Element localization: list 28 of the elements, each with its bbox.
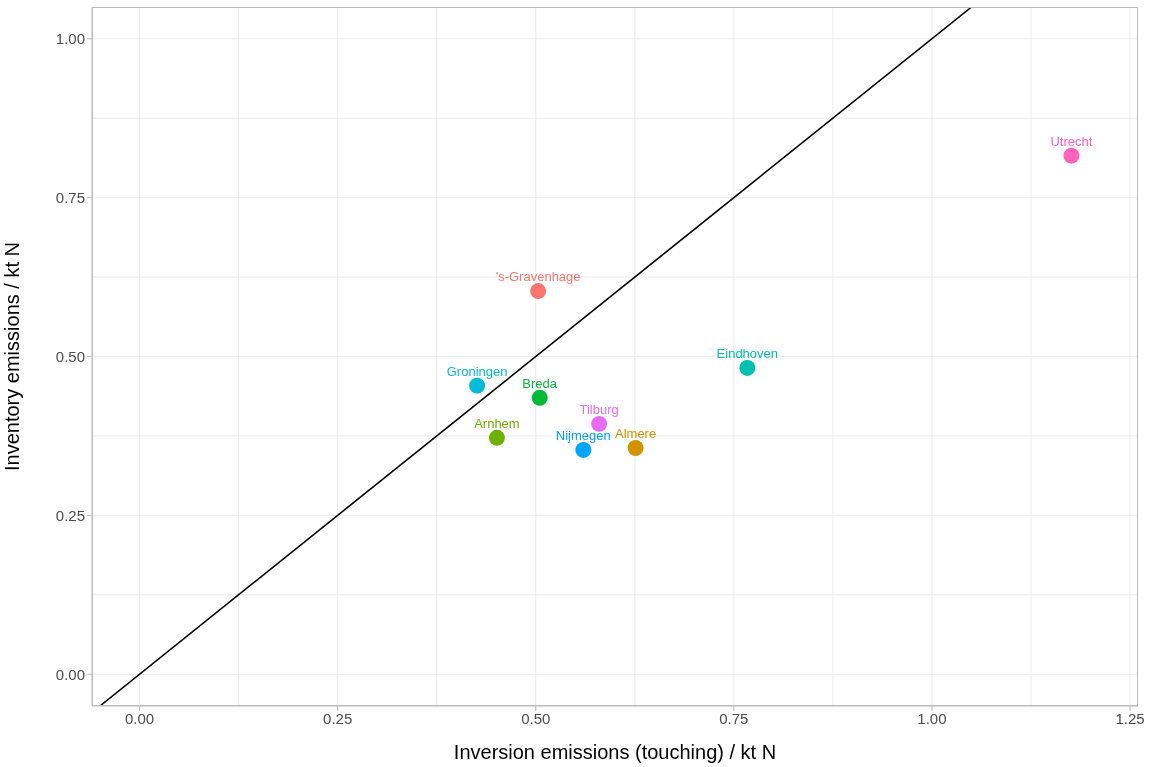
x-tick-label: 1.00	[917, 709, 947, 727]
series-label: 's-Gravenhage	[495, 269, 581, 285]
series-label: Groningen	[446, 363, 508, 379]
x-tick-label: 0.50	[521, 709, 551, 727]
y-tick-label: 0.50	[55, 347, 85, 365]
y-axis-title: Inventory emissions / kt N	[1, 242, 24, 471]
point	[531, 389, 548, 406]
point	[627, 440, 644, 456]
x-tick-label: 0.00	[124, 709, 155, 727]
point	[739, 359, 756, 376]
series-label: Almere	[615, 426, 657, 442]
y-tick-label: 1.00	[55, 30, 85, 48]
series-label: Breda	[522, 375, 558, 391]
point	[488, 429, 505, 446]
series-label: Nijmegen	[555, 427, 611, 443]
x-axis-title: Inversion emissions (touching) / kt N	[453, 741, 777, 763]
series-label: Arnhem	[474, 415, 520, 431]
y-tick-label: 0.25	[55, 506, 85, 524]
point	[530, 283, 547, 300]
point	[1063, 147, 1080, 164]
x-tick-label: 1.25	[1115, 709, 1145, 727]
x-tick-label: 0.25	[323, 709, 353, 727]
y-tick-label: 0.75	[55, 188, 85, 206]
series-label: Utrecht	[1050, 133, 1093, 149]
x-tick-label: 0.75	[719, 709, 749, 727]
series-label: Tilburg	[579, 401, 619, 417]
y-tick-label: 0.00	[55, 665, 85, 683]
series-label: Eindhoven	[716, 345, 779, 361]
